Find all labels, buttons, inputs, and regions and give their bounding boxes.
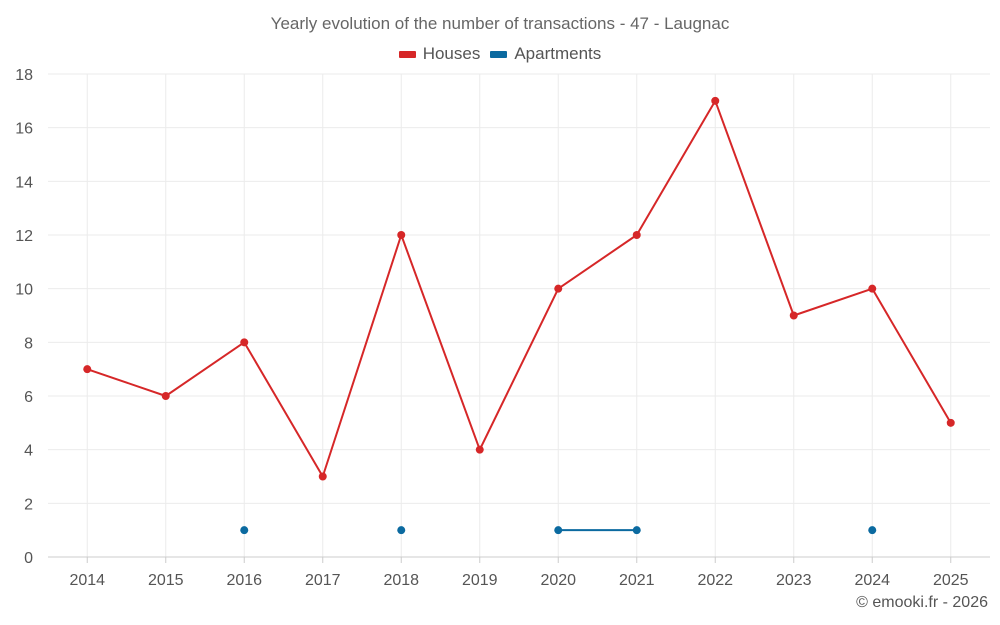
- series-apartments: [240, 526, 877, 535]
- y-tick-label: 12: [15, 228, 33, 245]
- houses-point-2025: [946, 418, 955, 427]
- houses-point-2020: [554, 284, 563, 293]
- grid: [48, 73, 990, 557]
- houses-line-segment: [478, 287, 560, 451]
- y-tick-label: 2: [24, 496, 33, 513]
- houses-line-segment: [164, 341, 246, 397]
- houses-point-2022: [711, 96, 720, 105]
- chart-title: Yearly evolution of the number of transa…: [270, 14, 730, 33]
- houses-point-2014: [83, 365, 92, 374]
- houses-line-segment: [871, 287, 952, 424]
- x-tick-label: 2021: [619, 572, 655, 589]
- x-tick-label: 2017: [305, 572, 341, 589]
- legend-swatch-apartments: [490, 50, 508, 58]
- series-houses: [83, 96, 955, 481]
- legend: Houses Apartments: [0, 44, 1000, 64]
- apartments-point-2021: [632, 526, 641, 535]
- credit-text: © emooki.fr - 2026: [856, 594, 988, 611]
- houses-line-segment: [321, 234, 403, 478]
- houses-line-segment: [86, 368, 167, 397]
- x-tick-label: 2016: [226, 572, 262, 589]
- x-tick-label: 2025: [933, 572, 969, 589]
- y-tick-label: 6: [24, 389, 33, 406]
- houses-line-segment: [400, 234, 481, 451]
- apartments-point-2018: [397, 526, 406, 535]
- series: [83, 96, 955, 535]
- x-tick-label: 2024: [854, 572, 890, 589]
- houses-point-2016: [240, 338, 249, 347]
- y-tick-label: 8: [24, 335, 33, 352]
- houses-line-segment: [714, 99, 795, 317]
- x-tick-label: 2015: [148, 572, 184, 589]
- legend-swatch-houses: [398, 50, 416, 58]
- x-tick-label: 2020: [540, 572, 576, 589]
- houses-point-2021: [632, 231, 641, 239]
- axes: 0 2 4 6 8 10 12 14 16 18 2014 2015 2016 2017 2018 2019 2…: [15, 67, 990, 589]
- legend-label-houses: Houses: [422, 44, 481, 63]
- x-tick-label: 2022: [697, 572, 733, 589]
- x-tick-label: 2019: [462, 572, 498, 589]
- apartments-point-2024: [868, 526, 877, 535]
- apartments-point-2020: [554, 526, 563, 535]
- houses-line-segment: [635, 99, 717, 236]
- apartments-point-2016: [240, 526, 249, 535]
- houses-point-2015: [161, 392, 170, 400]
- houses-point-2019: [475, 445, 484, 454]
- legend-item-houses[interactable]: Houses: [398, 44, 481, 64]
- legend-label-apartments: Apartments: [514, 44, 602, 63]
- y-tick-label: 4: [24, 443, 33, 460]
- y-tick-label: 0: [24, 550, 33, 567]
- y-tick-label: 18: [15, 67, 33, 84]
- houses-point-2017: [318, 472, 327, 481]
- legend-item-apartments[interactable]: Apartments: [490, 44, 601, 64]
- y-tick-label: 14: [15, 174, 33, 191]
- houses-line-segment: [792, 287, 874, 317]
- houses-point-2023: [789, 311, 798, 320]
- houses-line-segment: [243, 341, 324, 478]
- houses-point-2018: [397, 231, 406, 239]
- y-tick-label: 16: [15, 121, 33, 138]
- x-tick-label: 2014: [69, 572, 105, 589]
- x-tick-label: 2018: [383, 572, 419, 589]
- houses-line-segment: [557, 234, 638, 290]
- houses-point-2024: [868, 284, 877, 293]
- x-tick-label: 2023: [776, 572, 812, 589]
- y-tick-label: 10: [15, 282, 33, 299]
